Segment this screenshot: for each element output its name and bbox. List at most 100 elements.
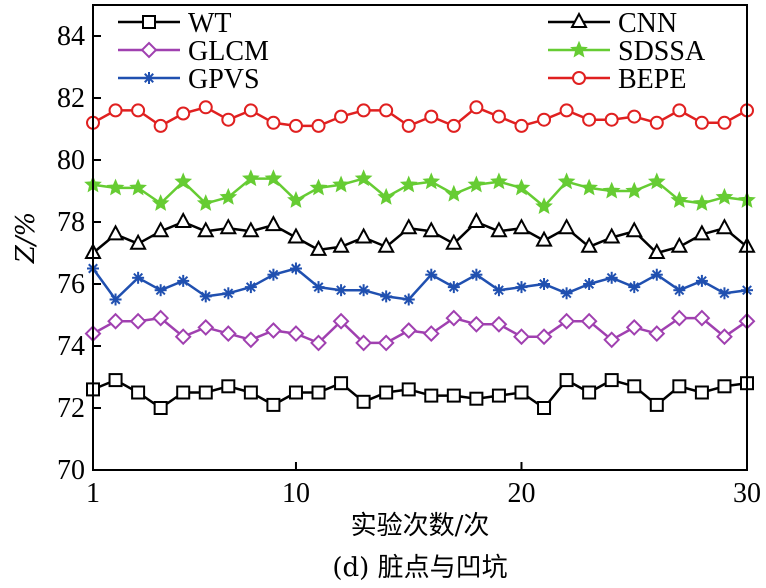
legend-marker-cnn	[570, 11, 588, 28]
data-point-wt	[379, 385, 394, 400]
data-point-bepe	[243, 103, 258, 118]
series-layer	[84, 100, 756, 415]
data-point-gpvs	[425, 268, 438, 281]
data-point-glcm	[467, 315, 485, 333]
data-point-bepe	[604, 112, 619, 127]
data-point-gpvs	[109, 293, 122, 306]
data-point-wt	[604, 373, 619, 388]
y-tick-label: 78	[57, 207, 85, 238]
data-point-wt	[266, 397, 281, 412]
data-point-cnn	[377, 236, 395, 253]
data-point-gpvs	[605, 271, 618, 284]
data-point-bepe	[221, 112, 236, 127]
legend-label-bepe: BEPE	[618, 64, 686, 95]
data-point-wt	[131, 385, 146, 400]
series-glcm	[84, 309, 756, 352]
data-point-bepe	[356, 103, 371, 118]
data-point-bepe	[649, 115, 664, 130]
data-point-glcm	[377, 334, 395, 352]
data-point-cnn	[625, 221, 643, 238]
data-point-sdssa	[151, 194, 170, 211]
data-point-sdssa	[580, 178, 598, 196]
data-point-wt	[243, 385, 258, 400]
plot-area-frame	[92, 4, 748, 471]
data-point-glcm	[648, 325, 666, 343]
data-point-sdssa	[106, 178, 125, 196]
data-point-cnn	[106, 224, 125, 241]
data-point-cnn	[264, 214, 283, 232]
data-point-sdssa	[332, 175, 350, 193]
data-point-bepe	[176, 106, 191, 121]
data-point-bepe	[401, 118, 416, 133]
data-point-wt	[446, 388, 461, 403]
data-point-bepe	[198, 100, 213, 115]
data-point-sdssa	[715, 187, 734, 205]
data-point-bepe	[379, 103, 394, 118]
legend-label-sdssa: SDSSA	[618, 36, 706, 67]
data-point-glcm	[242, 331, 260, 349]
data-point-cnn	[422, 221, 440, 238]
data-point-bepe	[446, 118, 461, 133]
data-point-wt	[108, 373, 123, 388]
data-point-gpvs	[628, 281, 641, 294]
data-point-cnn	[309, 239, 328, 256]
data-point-sdssa	[490, 172, 508, 190]
data-point-cnn	[648, 242, 666, 259]
data-point-glcm	[287, 325, 305, 343]
data-point-gpvs	[357, 284, 370, 297]
data-point-wt	[221, 379, 236, 394]
data-point-cnn	[580, 236, 598, 253]
data-point-gpvs	[244, 281, 257, 294]
data-point-sdssa	[377, 187, 396, 205]
data-point-gpvs	[154, 284, 167, 297]
data-point-glcm	[129, 312, 147, 330]
data-point-bepe	[311, 118, 326, 133]
legend-entry-glcm: GLCM	[118, 36, 269, 67]
data-point-gpvs	[289, 262, 302, 275]
data-point-cnn	[512, 218, 531, 235]
data-point-wt	[627, 379, 642, 394]
data-point-wt	[469, 391, 484, 406]
data-point-cnn	[535, 230, 553, 247]
data-point-cnn	[151, 221, 170, 238]
x-axis-label: 实验次数/次	[351, 511, 490, 541]
data-point-cnn	[242, 221, 260, 238]
data-point-glcm	[693, 309, 711, 327]
data-point-wt	[694, 385, 709, 400]
data-point-bepe	[153, 118, 168, 133]
data-point-bepe	[717, 115, 732, 130]
data-point-glcm	[670, 309, 688, 327]
data-point-gpvs	[132, 271, 145, 284]
data-point-cnn	[467, 211, 486, 228]
data-point-sdssa	[422, 172, 441, 190]
data-point-wt	[537, 401, 552, 415]
legend-entry-cnn: CNN	[548, 8, 677, 39]
data-point-gpvs	[267, 268, 280, 281]
legend-entry-sdssa: SDSSA	[548, 36, 706, 67]
data-point-cnn	[693, 224, 711, 241]
legend-label-gpvs: GPVS	[188, 64, 260, 95]
data-point-sdssa	[670, 190, 689, 208]
data-point-sdssa	[602, 181, 621, 199]
legend-label-cnn: CNN	[618, 8, 677, 39]
data-point-glcm	[625, 318, 643, 336]
data-point-sdssa	[512, 178, 531, 196]
data-point-cnn	[715, 218, 734, 235]
data-point-bepe	[266, 115, 281, 130]
x-tick-label: 20	[507, 478, 535, 509]
data-point-wt	[334, 376, 349, 391]
data-point-gpvs	[199, 290, 212, 303]
data-point-wt	[288, 385, 303, 400]
data-point-gpvs	[380, 290, 393, 303]
y-axis-ticks: 70 72 74 76 78 80 82 84	[57, 21, 101, 486]
y-tick-label: 84	[57, 21, 85, 52]
data-point-bepe	[334, 109, 349, 124]
data-point-bepe	[424, 109, 439, 124]
data-point-gpvs	[447, 281, 460, 294]
data-point-sdssa	[264, 169, 283, 187]
series-gpvs	[87, 262, 753, 306]
data-point-gpvs	[583, 278, 596, 290]
data-point-bepe	[514, 118, 529, 133]
